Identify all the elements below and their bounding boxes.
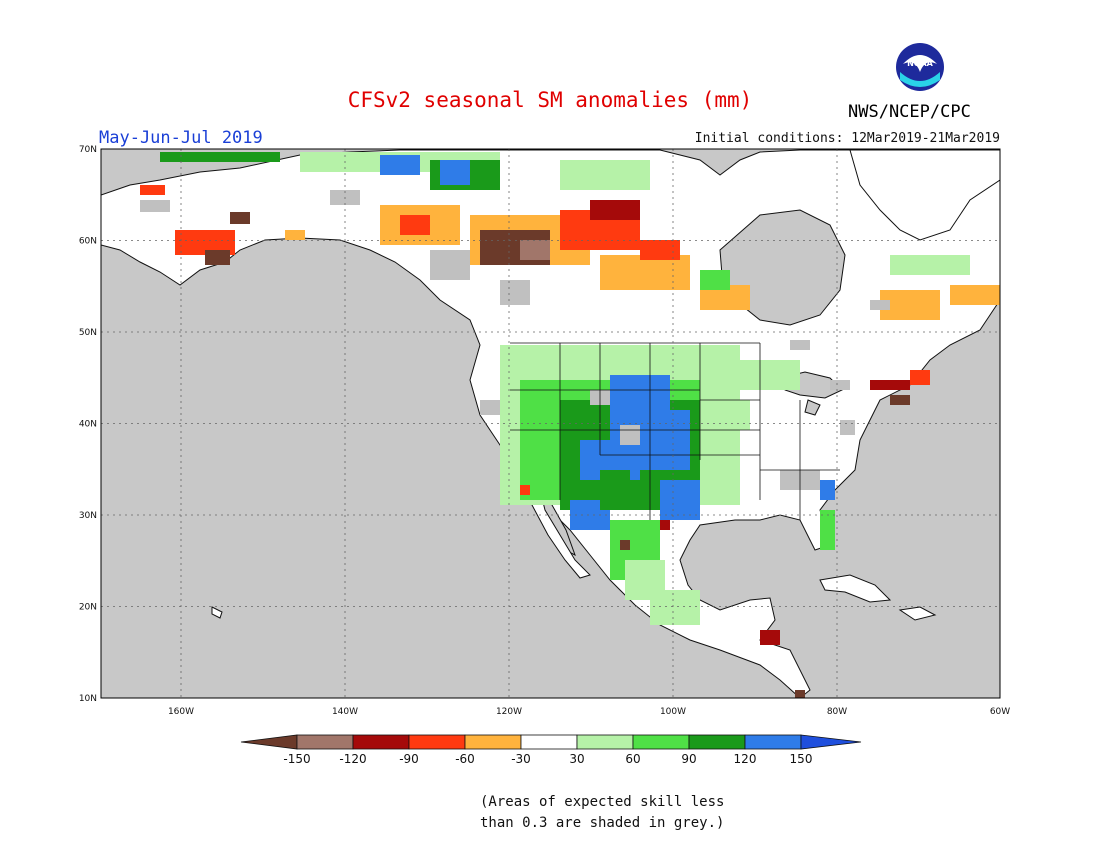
anomaly-field <box>140 152 1000 698</box>
legend-tick-label: 150 <box>790 752 813 766</box>
legend-bin <box>800 734 862 750</box>
agency-label: NWS/NCEP/CPC <box>848 102 971 122</box>
lon-label: 60W <box>990 707 1010 717</box>
state-boundaries <box>510 342 840 520</box>
legend-bin <box>576 734 634 750</box>
anomaly-cell <box>820 480 835 500</box>
legend-tick-label: -60 <box>455 752 475 766</box>
anomaly-cell <box>380 155 420 175</box>
lat-labels: 70N 60N 50N 40N 30N 20N 10N <box>79 145 97 704</box>
anomaly-cell <box>890 255 970 275</box>
lon-label: 140W <box>332 707 358 717</box>
legend-bin <box>240 734 298 750</box>
anomaly-cell <box>910 370 930 385</box>
anomaly-cell <box>640 240 680 260</box>
legend-tick-label: -120 <box>339 752 366 766</box>
low-skill-cell <box>140 200 170 212</box>
skill-note: (Areas of expected skill less than 0.3 a… <box>480 792 724 834</box>
anomaly-cell <box>820 510 835 550</box>
anomaly-cell <box>760 630 780 645</box>
lon-labels: 160W 140W 120W 100W 80W 60W <box>168 707 1010 717</box>
anomaly-cell <box>590 200 640 220</box>
anomaly-cell <box>700 400 750 430</box>
anomaly-cell <box>950 285 1000 305</box>
skill-note-line1: (Areas of expected skill less <box>480 794 725 810</box>
low-skill-cell <box>430 250 470 280</box>
lon-label: 120W <box>496 707 522 717</box>
anomaly-cell <box>230 212 250 224</box>
map-frame <box>100 148 1001 699</box>
legend-tick-label: 90 <box>681 752 696 766</box>
noaa-logo: NOAA <box>896 43 944 91</box>
legend-bin <box>688 734 746 750</box>
initial-conditions: Initial conditions: 12Mar2019-21Mar2019 <box>694 131 1000 146</box>
legend-tick-label: 60 <box>625 752 640 766</box>
noaa-logo-text: NOAA <box>907 59 933 68</box>
land-hispaniola <box>898 606 937 621</box>
low-skill-cell <box>830 380 850 390</box>
anomaly-cell <box>600 470 630 510</box>
anomaly-cell <box>205 250 230 265</box>
anomaly-cell <box>650 590 700 625</box>
legend-tick-label: -90 <box>399 752 419 766</box>
lon-label: 100W <box>660 707 686 717</box>
anomaly-cell <box>440 160 470 185</box>
legend-bin <box>520 734 578 750</box>
graticule <box>101 149 1000 698</box>
anomaly-cell <box>600 255 690 290</box>
anomaly-cell <box>285 230 305 240</box>
low-skill-cell <box>870 300 890 310</box>
anomaly-cell <box>140 185 165 195</box>
legend-tick-label: -30 <box>511 752 531 766</box>
anomaly-cell <box>620 540 630 550</box>
lon-label: 160W <box>168 707 194 717</box>
legend-bin <box>352 734 410 750</box>
legend-bin <box>408 734 466 750</box>
anomaly-cell <box>740 360 800 390</box>
anomaly-cell <box>700 270 730 290</box>
lat-label: 60N <box>79 237 97 247</box>
anomaly-cell <box>890 395 910 405</box>
legend-bin <box>296 734 354 750</box>
lon-label: 80W <box>827 707 847 717</box>
lat-label: 50N <box>79 328 97 338</box>
land-greenland <box>849 149 1000 241</box>
low-skill-cell <box>500 280 530 305</box>
anomaly-cell <box>560 160 650 190</box>
lat-label: 20N <box>79 603 97 613</box>
legend-bin <box>744 734 802 750</box>
anomaly-cell <box>795 690 805 698</box>
legend-bin <box>464 734 522 750</box>
land-hawaii <box>211 606 223 619</box>
anomaly-cell <box>520 485 530 495</box>
anomaly-cell <box>660 520 670 530</box>
legend-tick-label: 30 <box>569 752 584 766</box>
legend-bin <box>632 734 690 750</box>
anomaly-cell <box>870 380 910 390</box>
legend-bins <box>240 734 862 750</box>
anomaly-cell <box>400 215 430 235</box>
lat-label: 70N <box>79 145 97 155</box>
anomaly-cell <box>660 480 700 520</box>
lat-label: 10N <box>79 694 97 704</box>
legend-tick-labels: -150 -120 -90 -60 -30 30 60 90 120 150 <box>283 752 812 766</box>
map-title: CFSv2 seasonal SM anomalies (mm) <box>347 88 753 112</box>
anomaly-cell <box>640 410 690 470</box>
anomaly-cell <box>520 240 550 260</box>
skill-note-line2: than 0.3 are shaded in grey.) <box>480 815 725 831</box>
lat-label: 40N <box>79 420 97 430</box>
legend-tick-label: 120 <box>734 752 757 766</box>
low-skill-cell <box>480 400 500 415</box>
legend-tick-label: -150 <box>283 752 310 766</box>
land-cuba <box>819 574 892 603</box>
anomaly-cell <box>160 152 280 162</box>
forecast-period: May-Jun-Jul 2019 <box>99 128 263 148</box>
lat-label: 30N <box>79 511 97 521</box>
low-skill-cell <box>790 340 810 350</box>
